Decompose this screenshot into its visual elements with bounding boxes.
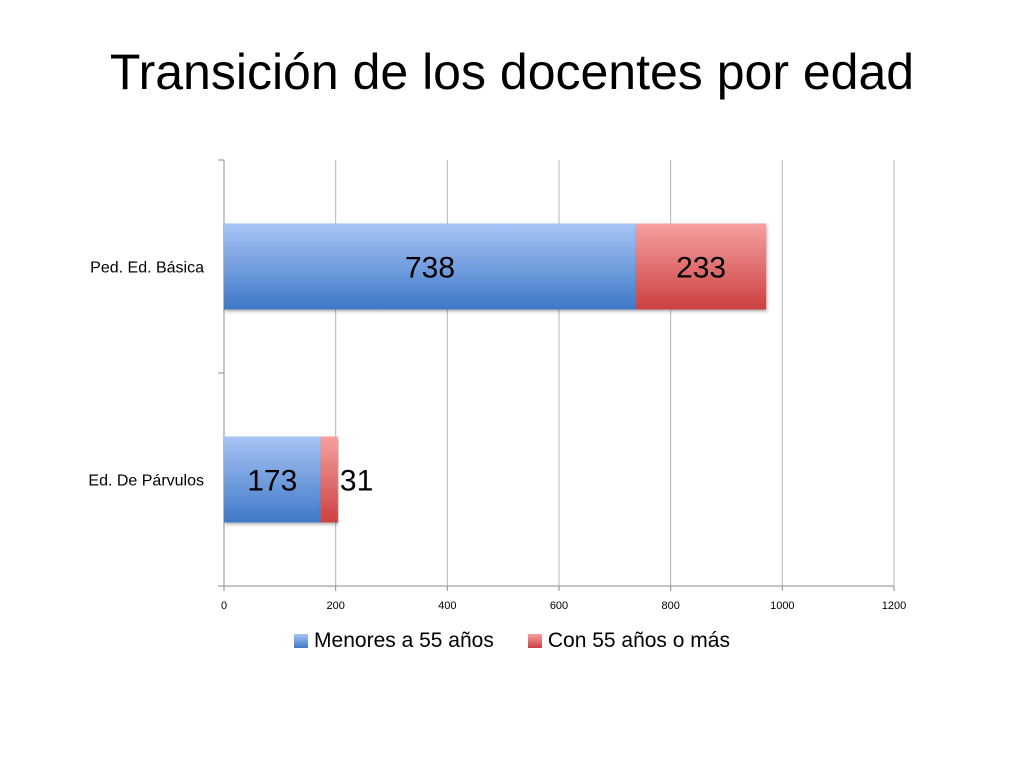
data-labels: 738 233 173 31 xyxy=(247,252,726,498)
bar-1-1 xyxy=(320,436,338,523)
x-tick-label-0: 0 xyxy=(221,600,227,612)
data-label-0-0: 738 xyxy=(405,252,455,285)
x-tick-label-5: 1000 xyxy=(770,600,794,612)
legend-label-con-55: Con 55 años o más xyxy=(547,629,730,652)
bar-0-1 xyxy=(636,223,767,310)
data-label-1-1: 31 xyxy=(340,465,373,498)
axes: 0 200 400 600 800 1000 1200 Ped. Ed. Básica Ed. … xyxy=(88,159,906,612)
data-label-1-0: 173 xyxy=(247,465,297,498)
data-label-0-1: 233 xyxy=(676,252,726,285)
slide-title: Transición de los docentes por edad xyxy=(109,44,915,100)
legend-label-menores: Menores a 55 años xyxy=(314,629,494,652)
legend-item-menores: Menores a 55 años xyxy=(294,627,494,655)
x-tick-label-2: 400 xyxy=(438,600,456,612)
legend-swatch-con-55 xyxy=(527,634,542,648)
x-tick-label-1: 200 xyxy=(326,600,344,612)
x-tick-label-3: 600 xyxy=(550,600,568,612)
bars xyxy=(224,223,767,523)
legend-swatch-menores xyxy=(294,634,309,648)
legend: Menores a 55 años Con 55 años o más xyxy=(0,627,1024,655)
y-category-label-0: Ped. Ed. Básica xyxy=(90,260,204,277)
legend-item-con-55: Con 55 años o más xyxy=(527,627,730,655)
bar-1-0 xyxy=(224,436,321,523)
y-category-label-1: Ed. De Párvulos xyxy=(88,473,204,490)
x-tick-label-4: 800 xyxy=(661,600,679,612)
bar-0-0 xyxy=(224,223,637,310)
x-tick-label-6: 1200 xyxy=(882,600,906,612)
